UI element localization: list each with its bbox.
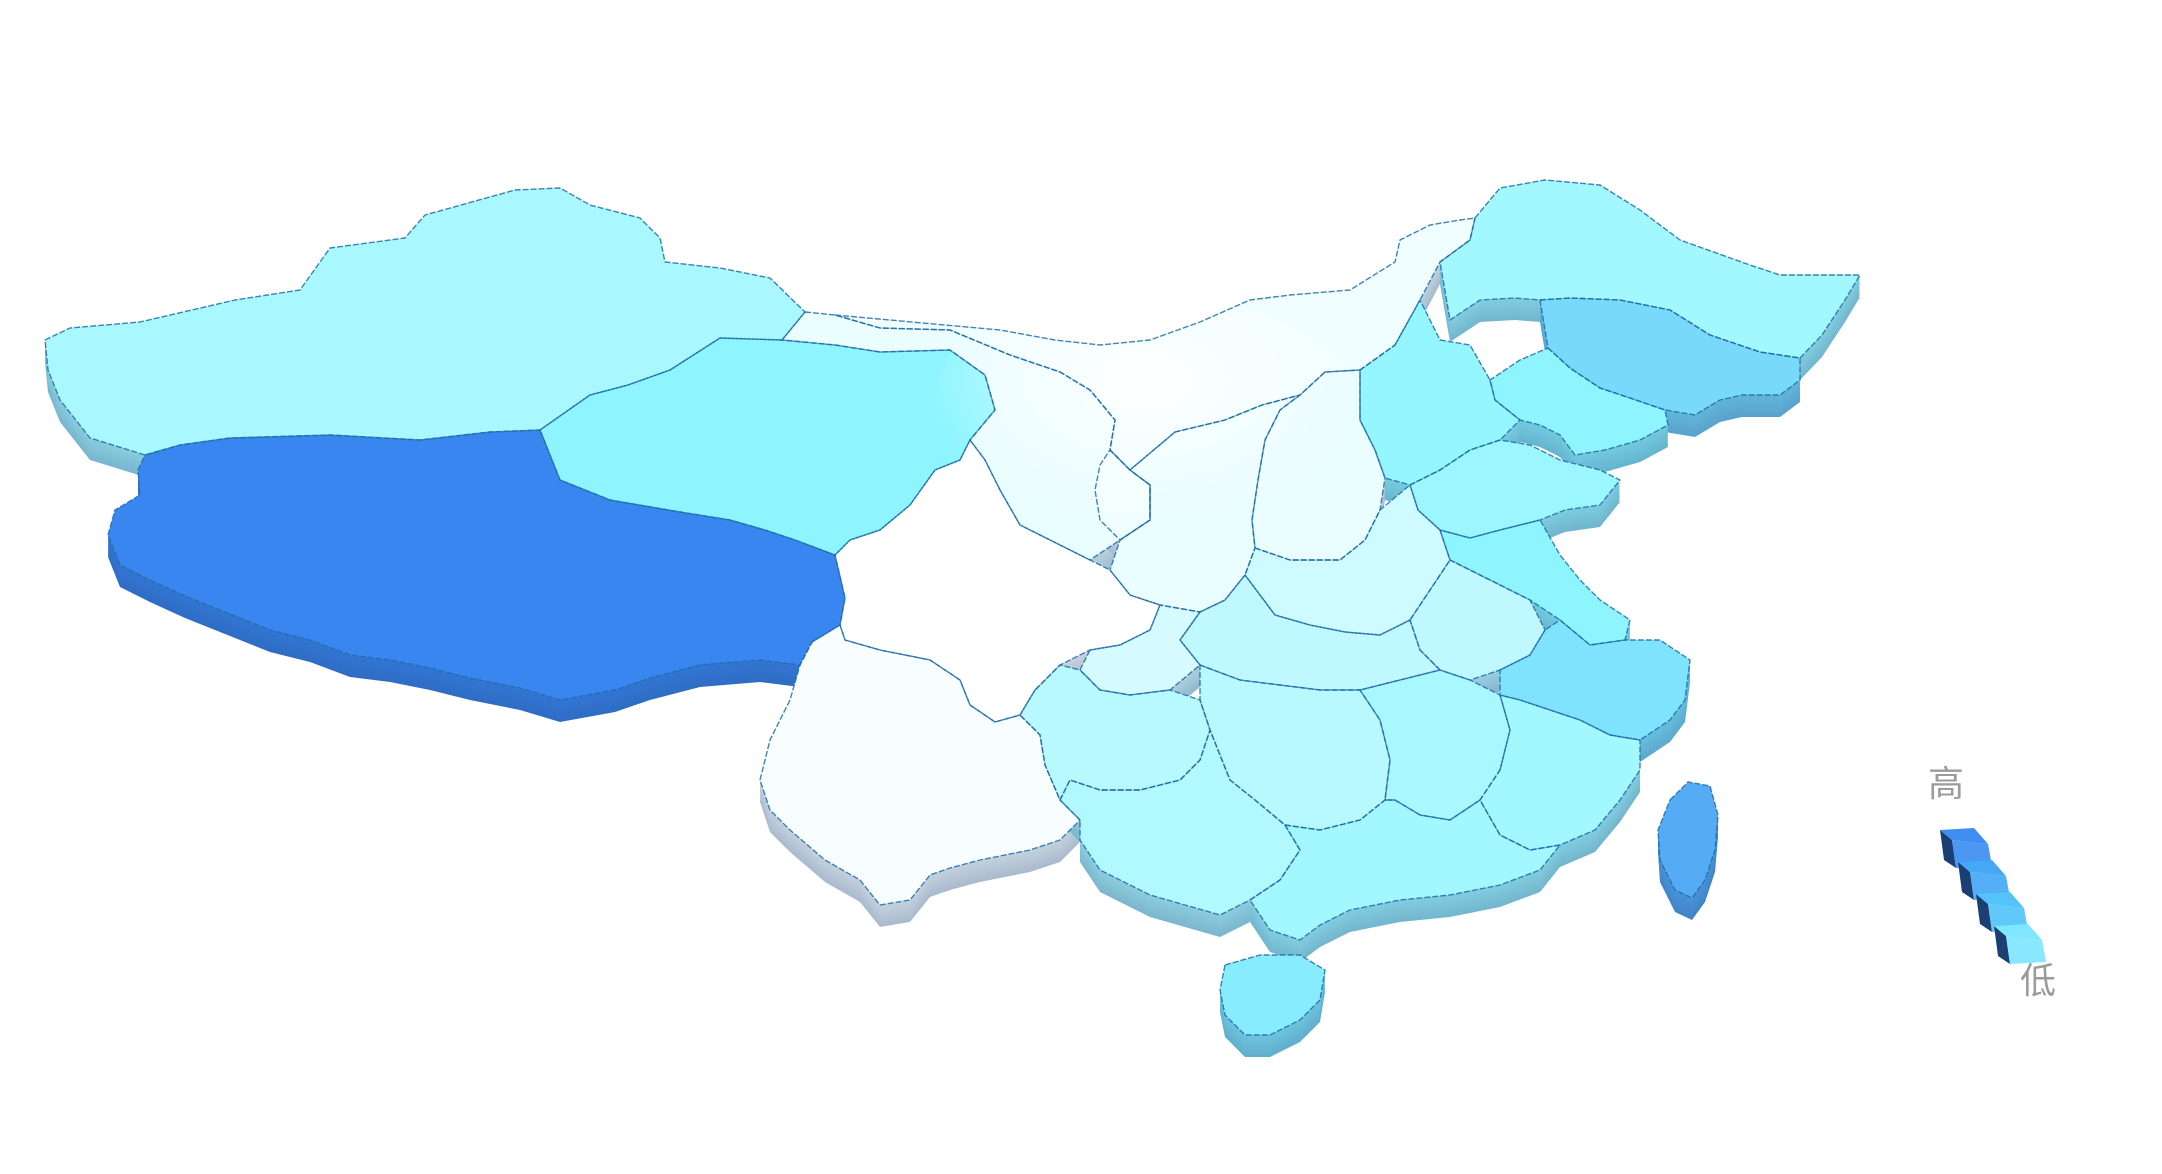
region-yunnan[interactable]: [760, 625, 1080, 905]
region-beijing-hebei[interactable]: [1360, 300, 1520, 485]
region-sichuan[interactable]: [835, 440, 1160, 722]
region-guizhou[interactable]: [1020, 665, 1210, 800]
region-henan[interactable]: [1245, 485, 1450, 635]
border-qinghai: [539, 337, 996, 556]
border-shaanxi: [1109, 394, 1301, 613]
province-borders: [44, 179, 1861, 1036]
border-yunnan: [759, 624, 1081, 906]
region-anhui[interactable]: [1410, 560, 1545, 680]
region-fujian[interactable]: [1480, 695, 1640, 850]
region-zhejiang[interactable]: [1500, 620, 1690, 740]
border-taiwan: [1657, 781, 1719, 899]
map-regions: [45, 180, 1860, 1035]
border-heilongjiang: [1439, 179, 1861, 359]
border-ningxia: [1094, 449, 1151, 541]
region-jiangsu[interactable]: [1440, 520, 1630, 645]
region-hunan[interactable]: [1200, 665, 1390, 830]
region-hainan[interactable]: [1220, 955, 1325, 1035]
border-fujian: [1479, 694, 1641, 851]
region-shandong[interactable]: [1410, 440, 1620, 538]
region-liaoning[interactable]: [1490, 348, 1668, 455]
border-xizang: [107, 429, 846, 701]
border-liaoning: [1489, 347, 1669, 456]
region-xizang[interactable]: [108, 430, 845, 700]
region-chongqing[interactable]: [1080, 605, 1200, 695]
border-jiangsu: [1439, 519, 1631, 646]
region-jilin[interactable]: [1540, 298, 1800, 415]
legend-high-label: 高: [1928, 764, 1964, 805]
map-highlight: [924, 284, 1369, 560]
visual-map-legend[interactable]: 高 低: [1928, 764, 2056, 1002]
legend-low-label: 低: [2020, 961, 2056, 1002]
border-henan: [1244, 484, 1451, 636]
region-heilongjiang[interactable]: [1440, 180, 1860, 358]
border-shandong: [1409, 439, 1621, 539]
legend-level-1[interactable]: [1994, 924, 2046, 964]
region-guangdong[interactable]: [1250, 800, 1560, 940]
region-jiangxi[interactable]: [1360, 670, 1510, 820]
border-guangdong: [1249, 799, 1561, 941]
border-guizhou: [1019, 664, 1211, 801]
region-hubei[interactable]: [1180, 575, 1440, 690]
border-hainan: [1219, 954, 1326, 1036]
region-guangxi[interactable]: [1060, 730, 1300, 915]
region-qinghai[interactable]: [540, 338, 995, 555]
border-chongqing: [1079, 604, 1201, 696]
border-guangxi: [1059, 729, 1301, 916]
region-taiwan[interactable]: [1658, 782, 1718, 898]
legend-level-2[interactable]: [1976, 892, 2028, 932]
border-neimenggu: [834, 217, 1476, 471]
border-zhejiang: [1499, 619, 1691, 741]
